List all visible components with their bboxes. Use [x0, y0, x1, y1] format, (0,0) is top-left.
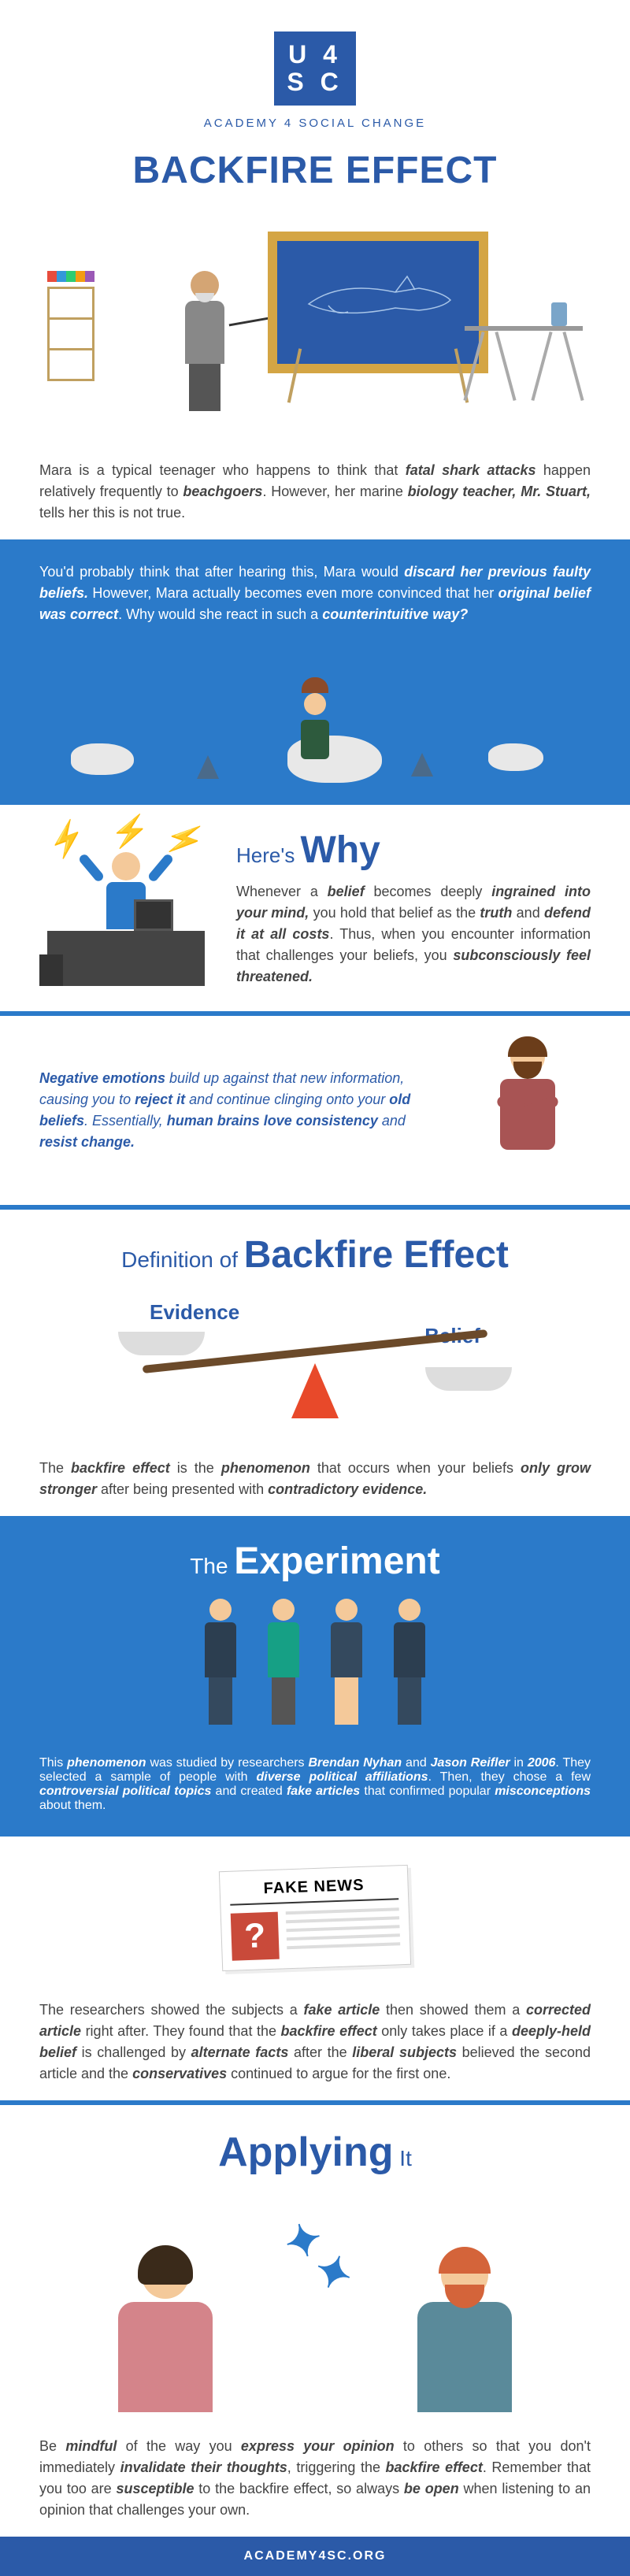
applying-heading: Applying It — [0, 2105, 630, 2184]
monitor-icon — [134, 899, 173, 931]
counterintuitive-text: You'd probably think that after hearing … — [39, 562, 591, 625]
why-heading: Here's Why — [236, 828, 591, 872]
shark-fin-icon — [411, 753, 433, 777]
experiment-results-paragraph: The researchers showed the subjects a fa… — [0, 1984, 630, 2100]
counterintuitive-block: You'd probably think that after hearing … — [0, 539, 630, 805]
negative-emotions-text: Negative emotions build up against that … — [39, 1068, 441, 1153]
negative-emotions-section: Negative emotions build up against that … — [0, 1016, 630, 1205]
bookshelf-icon — [47, 271, 94, 381]
lightning-icon: ⚡ — [110, 813, 150, 850]
experiment-block: The Experiment This phenomenon was studi… — [0, 1516, 630, 1837]
question-mark-icon: ? — [231, 1912, 280, 1961]
arguing-people-illustration: ✦ ✦ — [63, 2192, 567, 2412]
scared-girl-icon — [291, 702, 339, 759]
tagline: ACADEMY 4 SOCIAL CHANGE — [16, 117, 614, 130]
balance-scale-illustration: Evidence Belief — [39, 1292, 591, 1434]
person-icon — [323, 1599, 370, 1733]
header: U 4 S C ACADEMY 4 SOCIAL CHANGE BACKFIRE… — [0, 0, 630, 208]
infographic-page: U 4 S C ACADEMY 4 SOCIAL CHANGE BACKFIRE… — [0, 0, 630, 2576]
person-icon — [197, 1599, 244, 1733]
man-arguing-icon — [394, 2252, 536, 2412]
why-paragraph: Whenever a belief becomes deeply ingrain… — [236, 881, 591, 988]
definition-heading: Definition of Backfire Effect — [0, 1210, 630, 1284]
woman-arguing-icon — [94, 2252, 236, 2412]
chalkboard-icon — [268, 232, 488, 373]
definition-paragraph: The backfire effect is the phenomenon th… — [0, 1442, 630, 1516]
desk-icon — [47, 931, 205, 986]
briefcase-icon — [39, 954, 63, 986]
footer: ACADEMY4SC.ORG — [0, 2537, 630, 2576]
logo-line-1: U 4 — [287, 41, 343, 69]
person-icon — [260, 1599, 307, 1733]
scale-label-evidence: Evidence — [150, 1300, 239, 1325]
fake-news-header: FAKE NEWS — [229, 1876, 398, 1906]
girl-on-rock-illustration — [39, 641, 591, 783]
experiment-paragraph: This phenomenon was studied by researche… — [39, 1756, 591, 1813]
classroom-illustration — [32, 224, 598, 428]
frustrated-person-illustration: ⚡ ⚡ ⚡ — [39, 828, 213, 986]
logo-line-2: S C — [287, 69, 343, 96]
scale-fulcrum-icon — [291, 1363, 339, 1418]
why-section: ⚡ ⚡ ⚡ Here's Why Whenever a belief becom… — [0, 805, 630, 1011]
people-illustration — [39, 1599, 591, 1733]
crossed-arms-person-icon — [465, 1040, 591, 1181]
desk-icon — [465, 326, 583, 405]
applying-paragraph: Be mindful of the way you express your o… — [0, 2420, 630, 2537]
scale-pan-icon — [118, 1332, 205, 1355]
logo: U 4 S C — [274, 32, 355, 106]
person-icon — [386, 1599, 433, 1733]
experiment-heading: The Experiment — [39, 1540, 591, 1583]
text-lines-icon — [286, 1908, 401, 1959]
scale-pan-icon — [425, 1367, 512, 1391]
shark-drawing-icon — [301, 272, 458, 328]
shark-fin-icon — [197, 755, 219, 779]
intro-paragraph: Mara is a typical teenager who happens t… — [0, 444, 630, 539]
main-title: BACKFIRE EFFECT — [16, 149, 614, 192]
fake-news-illustration: FAKE NEWS ? — [0, 1837, 630, 1984]
teacher-icon — [173, 271, 236, 413]
